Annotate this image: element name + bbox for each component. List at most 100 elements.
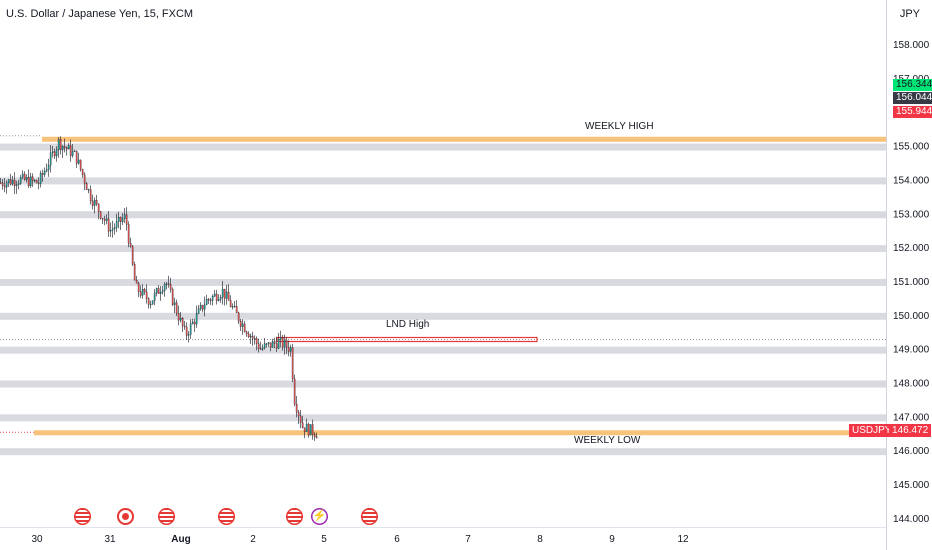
candle [67,145,70,150]
candle [53,151,56,157]
candle [77,159,80,164]
candle [137,283,140,292]
candle [49,152,52,166]
candle [169,284,172,290]
candle [207,299,210,301]
candle [29,176,32,187]
candle [267,342,270,344]
candle [173,302,176,305]
price-tick: 151.000 [893,277,930,288]
candle [311,424,314,435]
candle [289,347,292,352]
lnd-high-box [276,336,538,343]
candle [269,342,272,348]
candle [175,302,178,314]
candle [117,216,120,222]
price-tick: 154.000 [893,175,930,186]
candle [241,323,244,327]
candle [129,243,132,247]
candle [63,145,66,148]
candle [249,335,252,338]
candle [73,150,76,152]
candle [185,326,188,336]
time-tick: 6 [394,534,400,545]
candle [143,289,146,293]
price-tick: 150.000 [893,311,930,322]
candle [41,173,44,175]
symbol-tag: USDJPY [849,424,895,437]
candle [193,321,196,325]
candle [181,317,184,327]
lnd-high-label: LND High [386,319,430,330]
zone-band [0,346,886,354]
candle [37,182,40,184]
us-flag-icon[interactable] [158,508,175,525]
us-flag-icon[interactable] [218,508,235,525]
lightning-icon[interactable]: ⚡ [311,508,328,525]
candle [79,159,82,170]
currency-scale-label[interactable]: JPY [899,8,920,20]
candle [283,340,286,348]
price-tick: 149.000 [893,345,930,356]
candle [165,283,168,285]
candle [183,325,186,328]
candle [161,290,164,293]
zone-band [0,211,886,219]
candle [309,424,312,436]
candle [9,179,12,185]
zone-band [0,448,886,456]
candle [111,228,114,231]
us-flag-icon[interactable] [74,508,91,525]
candle [203,304,206,310]
candle [31,176,34,181]
mid-price-tag: 156.044 [893,92,932,104]
candle [97,203,100,212]
time-tick: Aug [171,534,190,545]
zone-band [0,312,886,320]
candle [69,145,72,156]
candle [23,173,26,180]
price-tick: 153.000 [893,209,930,220]
candle [45,169,48,172]
candle [177,313,180,321]
candle [257,343,260,349]
candle [107,218,110,232]
candle [233,305,236,308]
price-tick: 146.000 [893,446,930,457]
candle [171,289,174,305]
candle [239,321,242,327]
candle [139,291,142,296]
red-circle-icon[interactable] [117,508,134,525]
candle [131,246,134,265]
time-tick: 9 [609,534,615,545]
us-flag-icon[interactable] [286,508,303,525]
candle [149,304,152,306]
price-tick: 145.000 [893,480,930,491]
candle [277,339,280,349]
time-axis-border [0,527,886,528]
candle [217,299,220,301]
candle [1,182,4,186]
candle [35,180,38,184]
zone-band [0,278,886,286]
candle [179,317,182,321]
candle [103,218,106,221]
candle [227,291,230,301]
candle [101,218,104,220]
candle [189,323,192,335]
candle [209,299,212,301]
candle [91,200,94,206]
us-flag-icon[interactable] [361,508,378,525]
candle [133,264,136,281]
candle [27,177,30,187]
candle [297,411,300,417]
candle [159,291,162,294]
candle [259,348,262,350]
time-tick: 2 [250,534,256,545]
candle [223,288,226,299]
candle [197,308,200,314]
candle [235,305,238,313]
candle [17,183,20,185]
weekly-high-label: WEEKLY HIGH [585,121,654,132]
